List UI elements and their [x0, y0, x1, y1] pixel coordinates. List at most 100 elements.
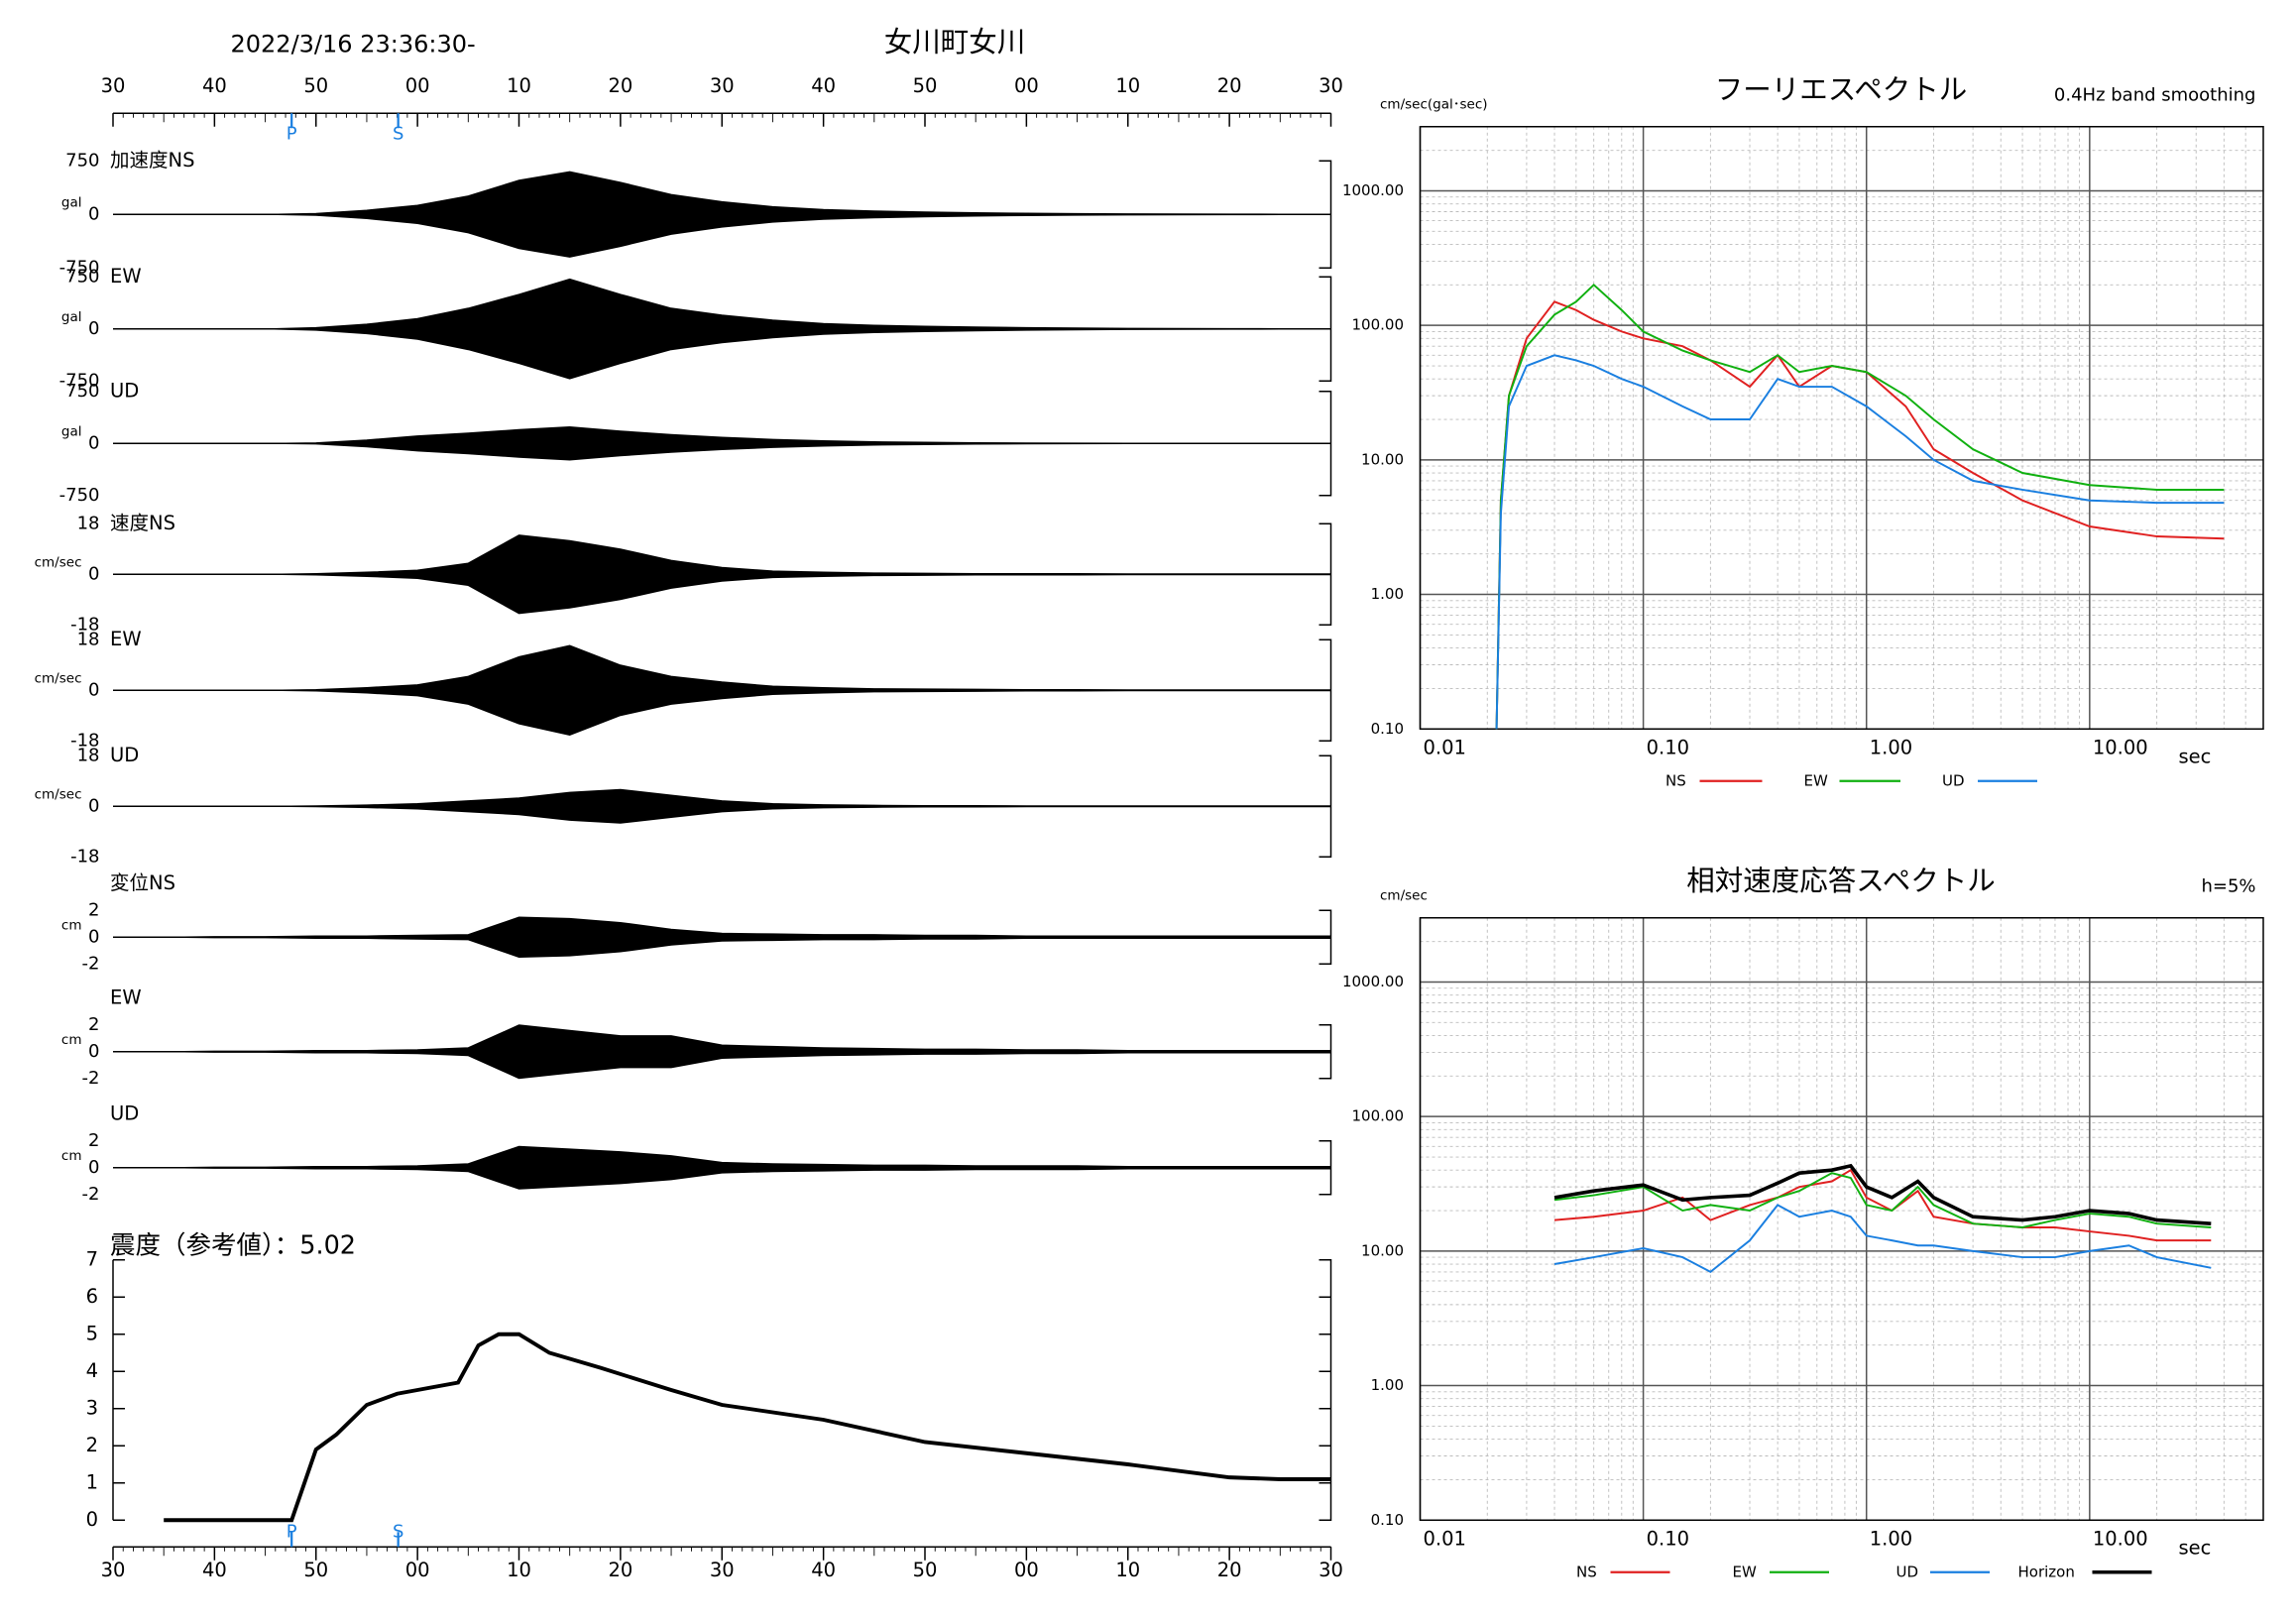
x-tick-label: 30: [710, 1559, 735, 1581]
waveform-envelope: [113, 788, 1331, 824]
y-tick-label: 2: [86, 1434, 98, 1456]
waveform-envelope: [113, 1024, 1331, 1080]
unit-label: gal: [61, 423, 82, 439]
y-tick-label: 7: [86, 1247, 98, 1270]
y-tick-label: 5: [86, 1322, 98, 1344]
x-tick-label: 40: [202, 1559, 227, 1581]
panel-label: UD: [110, 744, 139, 766]
waveform-envelope: [113, 425, 1331, 461]
intensity-title: 震度（参考値）：5.02: [110, 1230, 356, 1260]
x-tick-label: 00: [1014, 1559, 1039, 1581]
x-tick-label: 0.01: [1424, 736, 1466, 758]
y-tick-label: 2: [88, 1014, 99, 1035]
x-tick-label: 10.00: [2093, 1527, 2148, 1550]
x-tick-label: 10: [1115, 1559, 1140, 1581]
x-tick-label: 20: [1217, 74, 1242, 97]
spectrum-line: [1495, 300, 2225, 730]
waveform-envelope: [113, 278, 1331, 380]
unit-label: cm/sec: [35, 554, 82, 570]
y-tick-label: 18: [77, 513, 100, 533]
x-tick-label: 00: [1014, 74, 1039, 97]
legend-label: Horizon: [2018, 1563, 2075, 1580]
y-tick-label: 750: [65, 266, 99, 287]
y-tick-label: 18: [77, 629, 100, 649]
y-tick-label: 0: [88, 679, 99, 700]
waveform-envelope: [113, 1145, 1331, 1190]
y-tick-label: -750: [59, 370, 100, 391]
unit-label: gal: [61, 309, 82, 325]
station-title: 女川町女川: [884, 26, 1026, 58]
panel-label: EW: [110, 628, 142, 650]
x-tick-label: 30: [1319, 1559, 1343, 1581]
x-tick-label: 40: [811, 1559, 836, 1581]
y-tick-label: 100.00: [1352, 316, 1405, 334]
y-tick-label: -750: [59, 257, 100, 278]
x-tick-label: 50: [303, 1559, 328, 1581]
x-tick-label: 40: [202, 74, 227, 97]
spectrum-subtitle: h=5%: [2201, 875, 2255, 896]
x-tick-label: 10: [1115, 74, 1140, 97]
x-tick-label: 20: [608, 74, 632, 97]
legend-label: EW: [1804, 771, 1828, 789]
y-tick-label: 4: [86, 1359, 98, 1382]
y-tick-label: 750: [65, 150, 99, 171]
y-tick-label: -18: [70, 846, 99, 867]
y-tick-label: -2: [82, 953, 100, 974]
legend-label: NS: [1665, 771, 1686, 789]
x-tick-label: 30: [1319, 74, 1343, 97]
legend-label: NS: [1576, 1563, 1597, 1580]
waveform-envelope: [113, 916, 1331, 958]
legend-label: UD: [1942, 771, 1965, 789]
waveform-envelope: [113, 534, 1331, 615]
y-tick-label: -18: [70, 730, 99, 751]
y-tick-label: 0: [86, 1508, 98, 1531]
unit-label: gal: [61, 194, 82, 210]
y-tick-label: 0: [88, 1041, 99, 1062]
x-tick-label: 20: [608, 1559, 632, 1581]
y-tick-label: 0: [88, 926, 99, 947]
y-tick-label: 0: [88, 318, 99, 339]
y-tick-label: 2: [88, 899, 99, 920]
x-tick-label: 50: [303, 74, 328, 97]
spectrum-line: [1553, 1163, 2212, 1225]
spectrum-line: [1553, 1204, 2212, 1274]
spectrum-subtitle: 0.4Hz band smoothing: [2054, 84, 2256, 105]
phase-label: P: [287, 123, 297, 144]
y-tick-label: 10.00: [1361, 1241, 1404, 1259]
y-tick-label: -750: [59, 485, 100, 506]
unit-label: cm: [61, 1032, 82, 1048]
x-tick-label: 10.00: [2093, 736, 2148, 758]
y-axis-label: cm/sec(gal･sec): [1380, 96, 1488, 112]
unit-label: cm/sec: [35, 786, 82, 802]
spectrum-line: [1495, 284, 2225, 730]
y-tick-label: 0: [88, 203, 99, 224]
panel-label: EW: [110, 985, 142, 1008]
x-tick-label: 50: [913, 74, 938, 97]
x-tick-label: 1.00: [1870, 1527, 1912, 1550]
y-tick-label: 0: [88, 795, 99, 816]
intensity-line: [164, 1332, 1331, 1523]
panel-label: UD: [110, 379, 139, 402]
y-tick-label: 10.00: [1361, 450, 1404, 468]
phase-label: S: [393, 123, 403, 144]
panel-label: EW: [110, 265, 142, 288]
plot-frame: [1419, 917, 2264, 1521]
start-time: 2022/3/16 23:36:30-: [231, 30, 476, 58]
y-tick-label: 0.10: [1371, 720, 1404, 738]
y-tick-label: 0.10: [1371, 1511, 1404, 1529]
x-tick-label: 10: [507, 1559, 531, 1581]
spectrum-title: フーリエスペクトル: [1715, 73, 1968, 106]
x-tick-label: 0.01: [1424, 1527, 1466, 1550]
phase-label: S: [393, 1521, 403, 1542]
x-axis-label: sec: [2179, 745, 2212, 767]
y-tick-label: 2: [88, 1130, 99, 1151]
x-tick-label: 1.00: [1870, 736, 1912, 758]
x-tick-label: 30: [101, 74, 126, 97]
y-tick-label: 1: [86, 1470, 98, 1493]
y-tick-label: 1.00: [1371, 585, 1404, 603]
y-tick-label: 750: [65, 381, 99, 402]
y-tick-label: 1000.00: [1342, 973, 1404, 990]
waveform-envelope: [113, 644, 1331, 737]
spectrum-line: [1495, 354, 2225, 730]
